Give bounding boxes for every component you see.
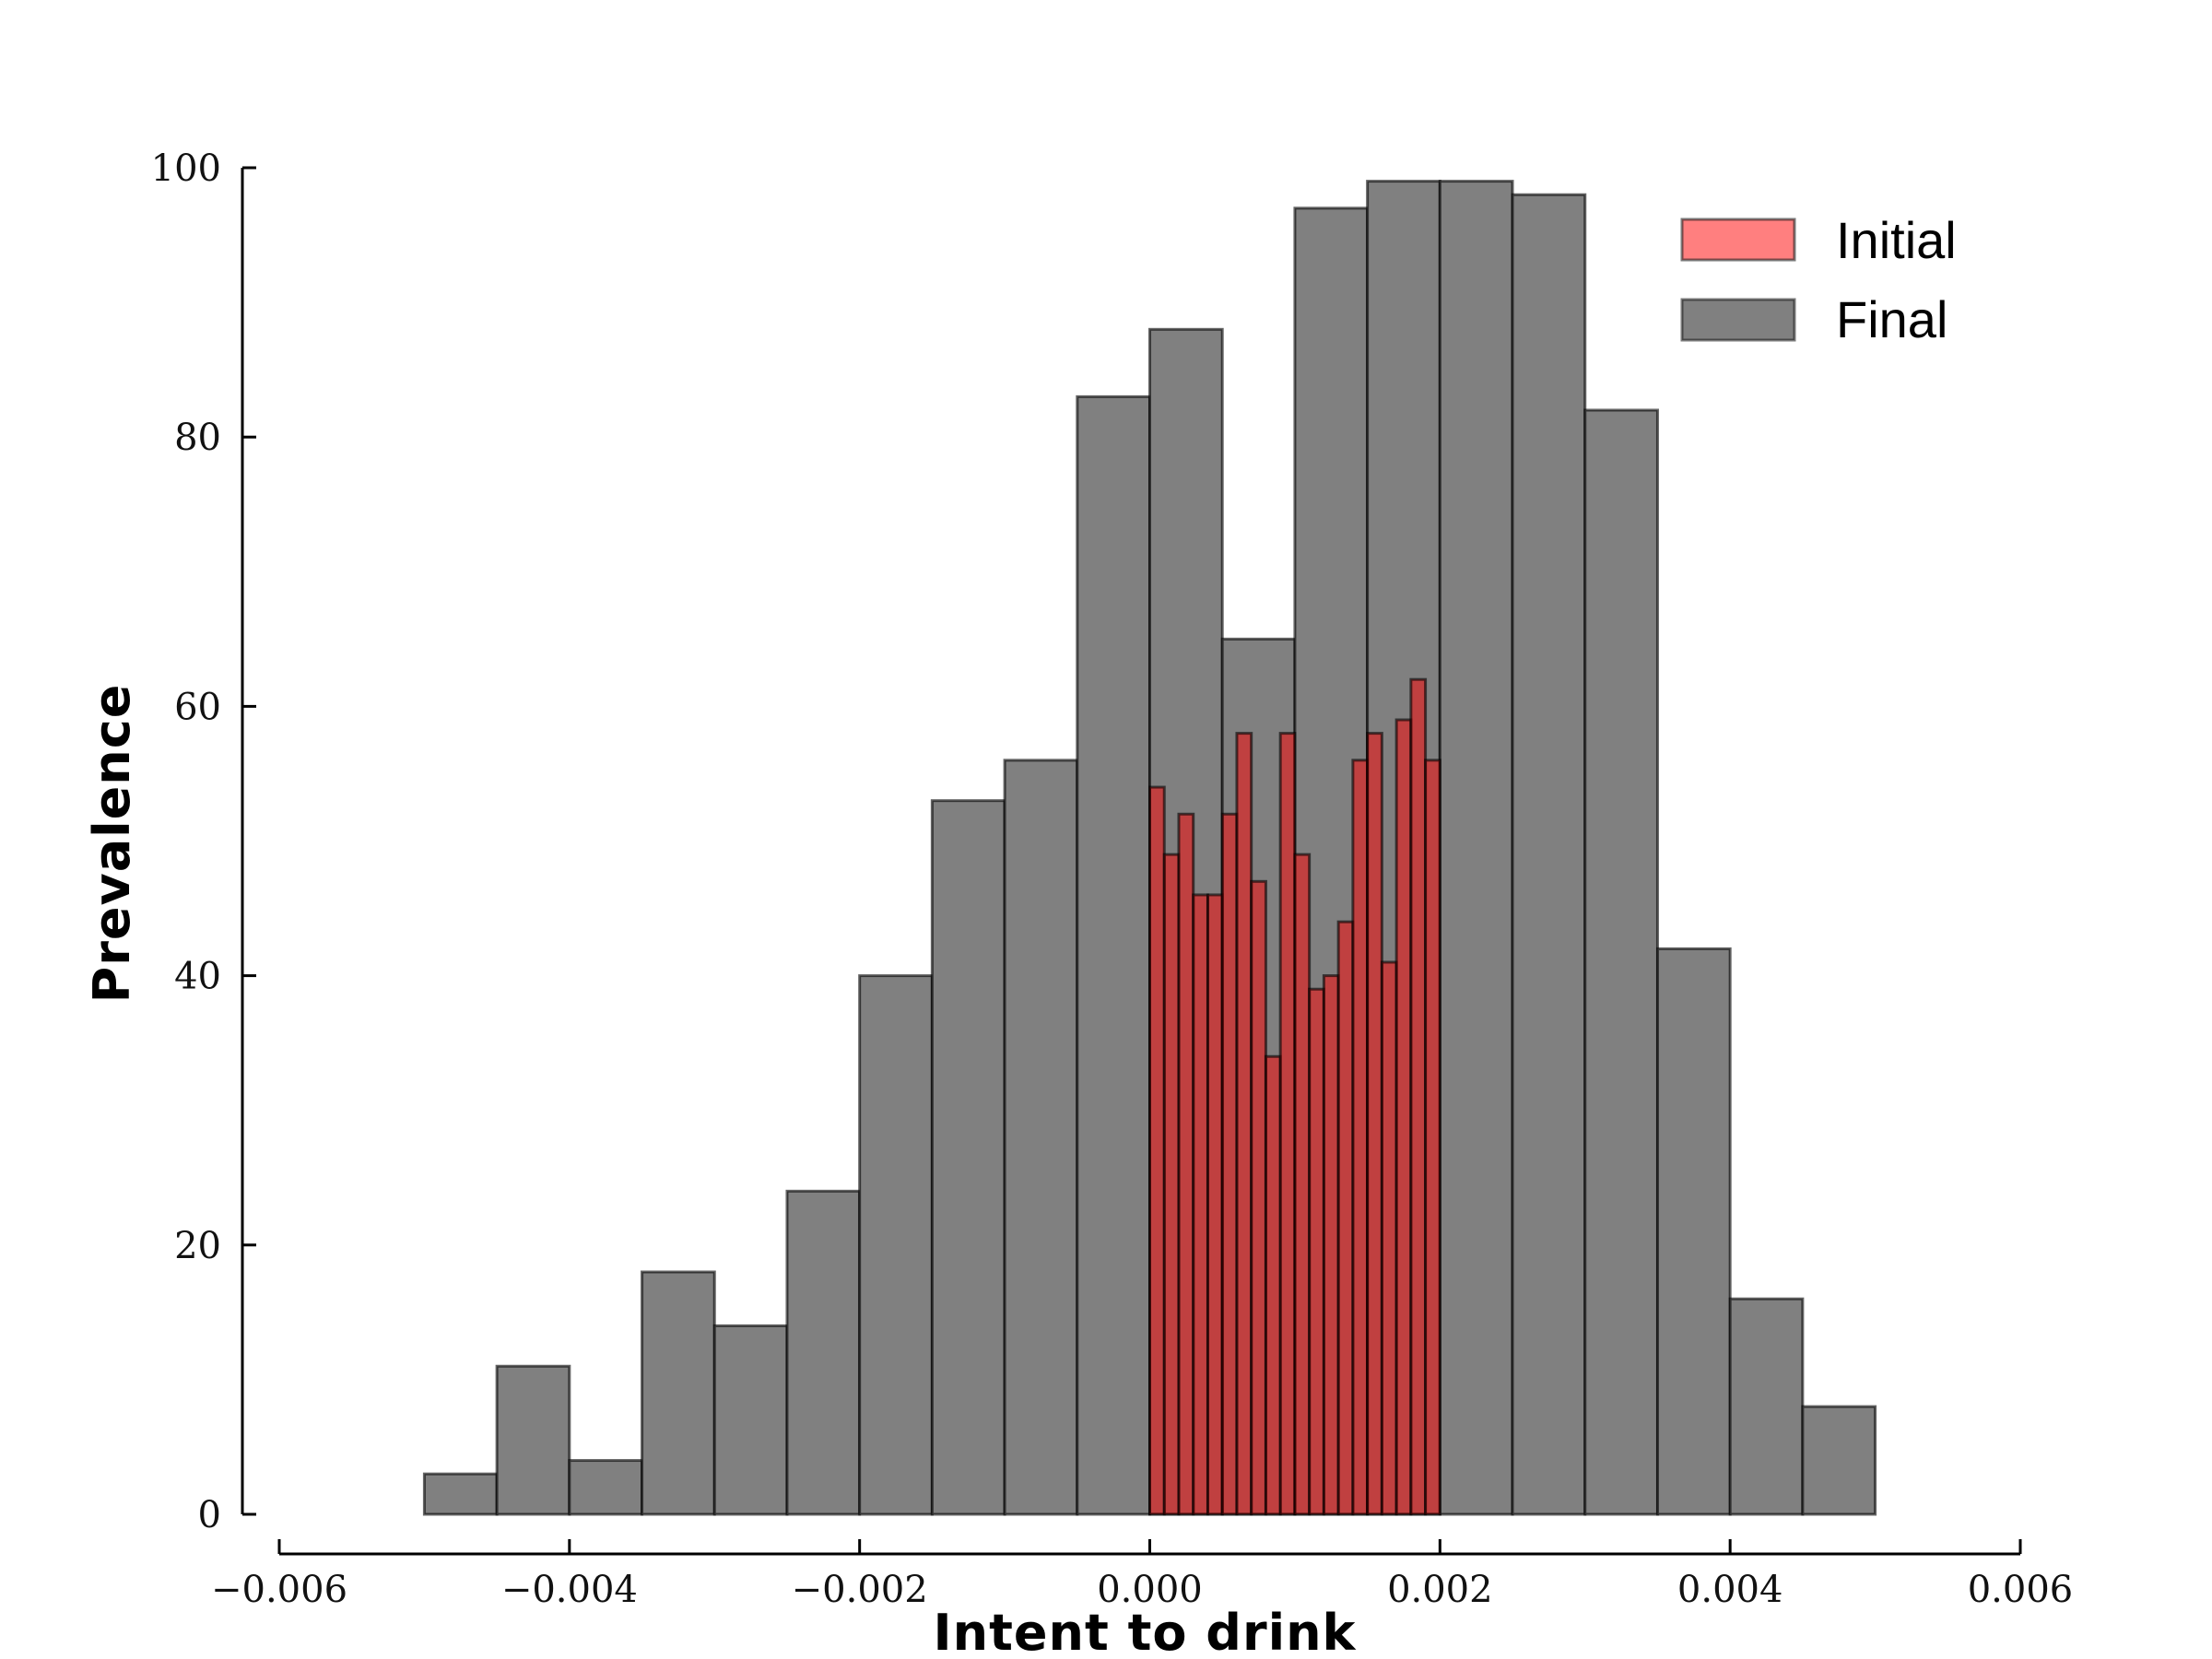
final-bar-18 (1728, 1297, 1805, 1516)
initial-bar-10 (1293, 853, 1312, 1516)
y-axis-title: Prevalence (83, 684, 141, 1004)
initial-bar-14 (1351, 759, 1370, 1516)
x-tick-label-3: 0.000 (1097, 1569, 1203, 1611)
x-tick-label-0: −0.006 (211, 1569, 347, 1611)
final-bar-7 (930, 799, 1006, 1516)
y-tick-label-4: 80 (174, 417, 221, 459)
final-bar-14 (1438, 180, 1514, 1516)
final-bar-8 (1003, 759, 1079, 1516)
initial-bar-7 (1250, 879, 1267, 1516)
final-bar-3 (641, 1270, 716, 1516)
final-bar-5 (785, 1189, 862, 1516)
final-bar-16 (1583, 408, 1659, 1516)
final-bar-9 (1076, 394, 1151, 1516)
initial-bar-1 (1162, 853, 1181, 1516)
initial-bar-15 (1366, 732, 1383, 1516)
initial-bar-17 (1394, 718, 1413, 1516)
y-tick-label-3: 60 (174, 686, 221, 728)
initial-bar-4 (1206, 893, 1224, 1516)
initial-bar-6 (1235, 732, 1253, 1516)
legend-label-initial: Initial (1836, 211, 1957, 269)
final-bar-6 (858, 974, 934, 1516)
legend-label-final: Final (1836, 290, 1947, 348)
initial-bar-16 (1380, 960, 1398, 1516)
final-bar-1 (495, 1364, 571, 1516)
initial-bar-0 (1148, 785, 1166, 1516)
x-tick-label-1: −0.004 (501, 1569, 638, 1611)
initial-bar-12 (1322, 974, 1340, 1516)
initial-bar-8 (1264, 1054, 1282, 1516)
final-bar-2 (568, 1459, 644, 1516)
y-tick-label-5: 100 (151, 147, 221, 190)
initial-bar-18 (1409, 677, 1428, 1516)
x-axis-title: Intent to drink (934, 1604, 1357, 1659)
final-bar-0 (422, 1472, 499, 1516)
initial-bar-2 (1177, 812, 1195, 1516)
legend-swatch-final (1680, 298, 1796, 342)
x-tick-label-4: 0.002 (1387, 1569, 1493, 1611)
initial-bar-9 (1278, 732, 1297, 1516)
initial-series-bars (1148, 677, 1441, 1516)
x-tick-label-2: −0.002 (792, 1569, 928, 1611)
x-tick-label-6: 0.006 (1968, 1569, 2074, 1611)
initial-bar-11 (1308, 987, 1325, 1516)
final-bar-17 (1655, 947, 1732, 1516)
legend-swatch-initial (1680, 218, 1796, 262)
final-bar-4 (712, 1324, 789, 1516)
final-bar-15 (1511, 193, 1587, 1516)
initial-bar-13 (1336, 920, 1355, 1516)
y-tick-label-0: 0 (198, 1494, 221, 1536)
initial-bar-3 (1192, 893, 1209, 1516)
x-tick-label-5: 0.004 (1677, 1569, 1783, 1611)
initial-bar-19 (1424, 759, 1441, 1516)
ticks: 0 20 40 60 80 100 −0.006 −0.004 −0.002 0.000 0.002… (151, 147, 2074, 1611)
legend: Initial Final (1680, 211, 1957, 348)
y-tick-label-1: 20 (174, 1225, 221, 1267)
initial-bar-5 (1220, 812, 1239, 1516)
y-tick-label-2: 40 (174, 956, 221, 998)
final-bar-19 (1801, 1405, 1877, 1516)
